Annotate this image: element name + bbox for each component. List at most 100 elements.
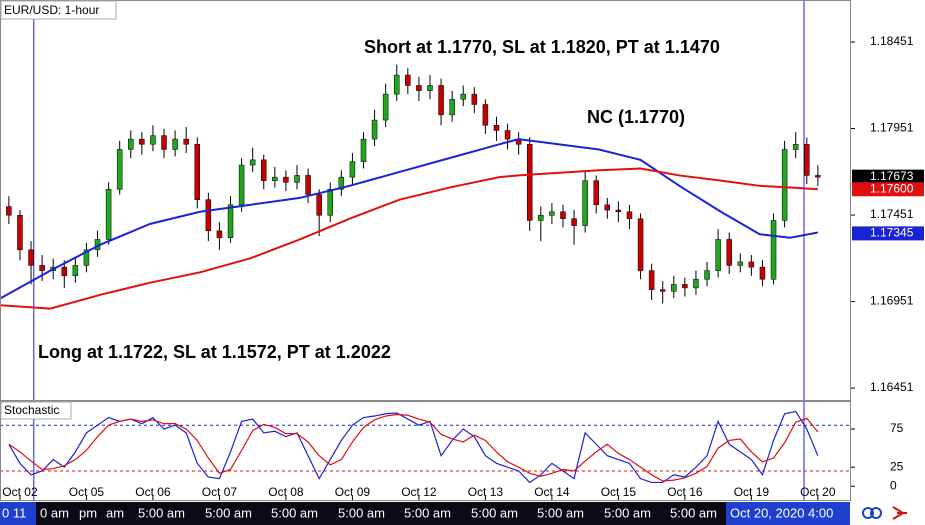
x-tick-label: Oct 07 xyxy=(202,485,238,499)
link-icon[interactable] xyxy=(862,507,874,519)
candle-body xyxy=(593,180,599,206)
candle-body xyxy=(626,211,633,219)
candle-body xyxy=(526,144,533,221)
candle-body xyxy=(216,230,223,238)
candle-body xyxy=(538,214,544,221)
moving-average xyxy=(0,138,819,300)
candle-body xyxy=(305,175,311,195)
candle-body xyxy=(504,130,511,140)
candle-body xyxy=(804,144,810,176)
candle-body xyxy=(571,218,577,226)
candle-body xyxy=(704,270,710,280)
annotation: Short at 1.1770, SL at 1.1820, PT at 1.1… xyxy=(364,37,720,57)
title-box xyxy=(0,0,117,20)
candle-body xyxy=(693,278,699,289)
candle-body xyxy=(294,175,300,183)
time-label: 5:00 am xyxy=(404,505,451,520)
candle-body xyxy=(238,164,245,206)
stoch-title-box xyxy=(0,401,72,420)
x-tick-label: Oct 14 xyxy=(534,485,570,499)
candle-body xyxy=(482,104,489,126)
candle-body xyxy=(272,176,278,181)
candle-body xyxy=(283,176,289,183)
candle-body xyxy=(83,249,90,266)
candle-body xyxy=(792,144,799,150)
y-tick-label: 75 xyxy=(890,421,904,435)
candle-body xyxy=(471,93,478,105)
candle-body xyxy=(6,206,12,216)
candle-body xyxy=(737,261,744,266)
candle-body xyxy=(194,144,201,200)
x-tick-label: Oct 13 xyxy=(468,485,504,499)
y-tick-label: 25 xyxy=(890,459,904,473)
arrow-icon[interactable] xyxy=(892,506,907,520)
candle-body xyxy=(349,161,356,178)
plot-area: 1.18451 1.17951 1.17451 1.16951 1.16451 1.176… xyxy=(0,0,924,500)
y-tick-label: 1.18451 xyxy=(870,34,914,48)
candle-body xyxy=(261,159,267,181)
y-tick-label: 1.16451 xyxy=(870,380,914,394)
current-time-box xyxy=(726,502,850,525)
candle-body xyxy=(659,289,666,292)
time-label: 5:00 am xyxy=(338,505,385,520)
candle-body xyxy=(61,266,68,277)
candle-body xyxy=(139,138,145,145)
candle-body xyxy=(338,176,345,190)
link-icon[interactable] xyxy=(870,507,882,519)
candle-body xyxy=(205,199,212,232)
price-label-box xyxy=(852,226,924,241)
candle-body xyxy=(416,85,422,91)
candle-body xyxy=(128,138,134,150)
candle-body xyxy=(105,189,112,240)
price-label: 1.17345 xyxy=(870,226,914,240)
candle-body xyxy=(449,99,455,116)
time-label: 5:00 am xyxy=(604,505,651,520)
x-tick-label: Oct 20 xyxy=(800,485,836,499)
toolbar-icons[interactable] xyxy=(862,506,907,520)
x-tick-label: Oct 15 xyxy=(601,485,637,499)
time-label: 0 11 xyxy=(2,505,26,520)
candle-body xyxy=(615,209,622,213)
x-tick-label: Oct 05 xyxy=(69,485,105,499)
time-label: 5:00 am xyxy=(271,505,318,520)
price-label-box xyxy=(852,182,924,197)
time-label: pm xyxy=(79,505,97,520)
candle-body xyxy=(493,125,500,131)
chart-title: EUR/USD: 1-hour xyxy=(4,3,99,17)
stoch-line xyxy=(8,410,819,484)
candle-body xyxy=(682,284,688,289)
time-label: 5:00 am xyxy=(670,505,717,520)
price-label: 1.17673 xyxy=(870,169,914,183)
time-label: am xyxy=(106,505,124,520)
candle-body xyxy=(648,270,655,290)
time-label: 5:00 am xyxy=(537,505,584,520)
annotation: Long at 1.1722, SL at 1.1572, PT at 1.20… xyxy=(38,342,391,362)
annotation: NC (1.1770) xyxy=(587,107,685,127)
candle-body xyxy=(560,211,566,219)
candle-body xyxy=(715,239,721,271)
candle-body xyxy=(72,265,79,277)
candle-body xyxy=(183,138,189,145)
candle-body xyxy=(604,204,611,211)
time-bar xyxy=(0,502,850,525)
candle-body xyxy=(438,85,444,116)
current-time: Oct 20, 2020 4:00 xyxy=(730,505,833,520)
price-label-box xyxy=(852,169,924,184)
candle-body xyxy=(460,93,466,100)
x-tick-label: Oct 08 xyxy=(268,485,304,499)
candle-body xyxy=(327,189,333,216)
candle-body xyxy=(759,266,766,280)
candle-body xyxy=(249,159,256,166)
stoch-frame xyxy=(0,401,851,501)
candle-body xyxy=(815,175,821,178)
candle-body xyxy=(371,119,378,140)
candle-body xyxy=(17,214,23,251)
candle-body xyxy=(150,135,156,145)
y-tick-label: 1.17951 xyxy=(870,121,914,135)
x-tick-label: Oct 06 xyxy=(135,485,171,499)
candle-body xyxy=(28,249,34,266)
candle-body xyxy=(382,93,389,121)
candle-body xyxy=(726,239,732,266)
